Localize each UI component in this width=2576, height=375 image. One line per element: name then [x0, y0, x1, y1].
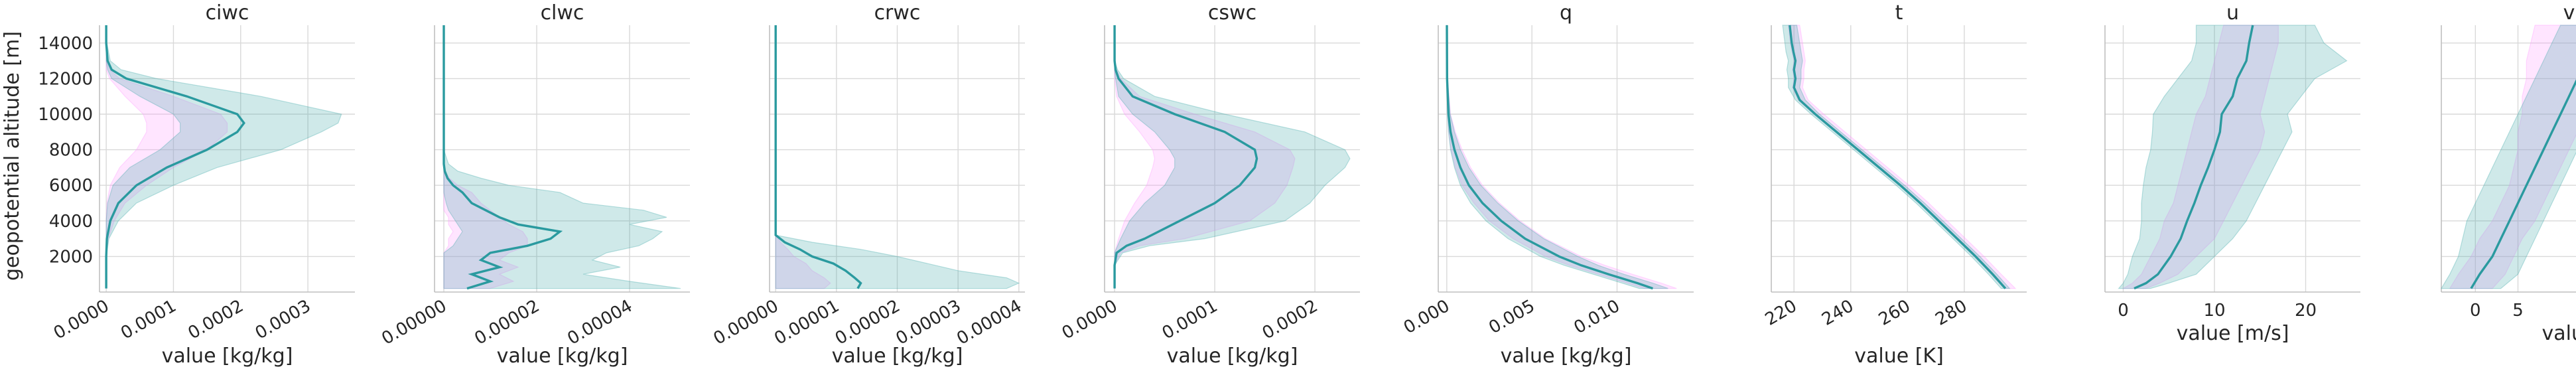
x-tick-label: 0.00000 [711, 296, 782, 349]
x-axis-label: value [kg/kg] [1501, 344, 1632, 368]
mean-line [2134, 25, 2254, 290]
y-tick-label: 12000 [38, 69, 93, 89]
pink-spread-band [2122, 25, 2279, 289]
x-tick-label: 0.0002 [184, 296, 247, 343]
x-tick-label: 0.0002 [1259, 296, 1322, 343]
mean-line [105, 25, 245, 289]
mean-line [774, 25, 862, 289]
x-axis-label: value [2542, 322, 2576, 345]
x-tick-label: 0 [2118, 301, 2129, 321]
panel-q: q 0.000 0.005 0.010 value [kg/kg] [1400, 1, 1694, 368]
panel-title: u [2226, 1, 2239, 25]
x-axis-label: value [m/s] [2177, 322, 2289, 345]
teal-spread-band [1782, 25, 2011, 289]
panel-crwc: crwc 0.000000.000010.000020.000030.00004v… [711, 1, 1026, 368]
panel-t: t 220 240 260 280 value [K] [1762, 1, 2027, 368]
teal-spread-band [1446, 25, 1668, 289]
x-axis-label: value [kg/kg] [497, 344, 628, 368]
x-axis-label: value [K] [1854, 344, 1944, 368]
y-tick-label: 6000 [49, 176, 93, 196]
panel-title: ciwc [206, 1, 249, 25]
x-tick-label: 0.0001 [1159, 296, 1221, 343]
panel-title: q [1560, 1, 1572, 25]
panel-title: clwc [541, 1, 584, 25]
x-axis-label: value [kg/kg] [162, 344, 293, 368]
panel-u: u 0 10 20 value [m/s] [2104, 1, 2360, 345]
x-tick-label: 0.0001 [117, 296, 180, 343]
teal-spread-band [2118, 25, 2348, 289]
x-tick-label: 0.010 [1571, 296, 1623, 338]
y-tick-label: 2000 [49, 247, 93, 267]
x-tick-label: 0 [2470, 301, 2481, 321]
x-tick-label: 10 [2203, 301, 2225, 321]
y-tick-label: 4000 [49, 212, 93, 232]
x-tick-label: 0.00002 [832, 296, 904, 349]
panel-title: t [1895, 1, 1903, 25]
x-tick-label: 0.000 [1400, 296, 1453, 338]
panel-title: v [2563, 1, 2575, 25]
x-tick-label: 280 [1932, 296, 1970, 330]
teal-spread-band [443, 25, 681, 289]
y-tick-label: 8000 [49, 141, 93, 161]
x-tick-label: 240 [1818, 296, 1857, 330]
x-tick-label: 0.0003 [252, 296, 314, 343]
panel-v: v 0 5 value [2440, 1, 2576, 345]
x-tick-label: 5 [2512, 301, 2524, 321]
x-tick-label: 0.00003 [893, 296, 965, 349]
x-tick-label: 0.00004 [953, 296, 1025, 349]
x-tick-label: 260 [1875, 296, 1914, 330]
mean-line [2470, 79, 2576, 289]
x-tick-label: 0.0000 [1059, 296, 1121, 343]
mean-line [1113, 25, 1258, 289]
x-tick-label: 0.005 [1485, 296, 1538, 338]
x-axis-label: value [kg/kg] [1167, 344, 1298, 368]
mean-line [1446, 25, 1653, 290]
y-tick-label: 10000 [38, 105, 93, 125]
x-tick-label: 0.00002 [471, 296, 543, 349]
mean-line [442, 25, 563, 290]
panel-title: crwc [874, 1, 921, 25]
x-tick-label: 0.00004 [564, 296, 636, 349]
pink-spread-band [105, 25, 228, 289]
y-axis-label: geopotential altitude [m] [1, 31, 24, 281]
teal-spread-band [1114, 25, 1351, 289]
x-tick-label: 0.00000 [378, 296, 450, 349]
mean-line [1789, 25, 2007, 289]
y-tick-label: 14000 [38, 34, 93, 54]
pink-spread-band [1114, 25, 1296, 289]
x-tick-label: 0.00001 [771, 296, 843, 349]
x-tick-label: 220 [1762, 296, 1800, 330]
x-tick-label: 20 [2295, 301, 2317, 321]
pink-spread-band [1788, 25, 2017, 289]
x-axis-label: value [kg/kg] [832, 344, 963, 368]
teal-spread-band [2440, 25, 2576, 289]
x-tick-label: 0.0000 [50, 296, 113, 343]
pink-spread-band [2449, 25, 2576, 289]
panel-title: cswc [1208, 1, 1256, 25]
